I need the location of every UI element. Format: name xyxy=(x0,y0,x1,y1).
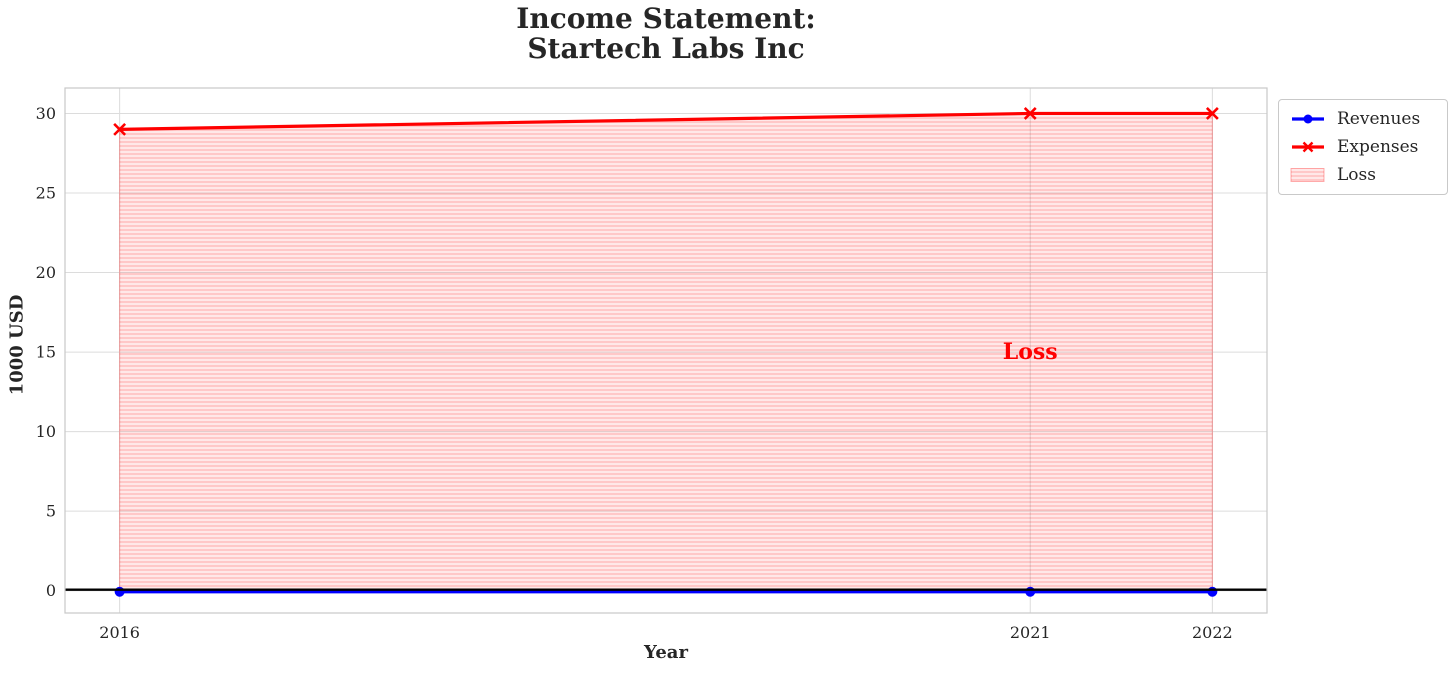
expenses-line-icon xyxy=(1292,141,1324,153)
svg-text:25: 25 xyxy=(36,184,56,203)
svg-text:Loss: Loss xyxy=(1003,339,1058,365)
legend-label-revenues: Revenues xyxy=(1337,109,1421,129)
legend-label-expenses: Expenses xyxy=(1337,137,1419,157)
legend-label-loss: Loss xyxy=(1337,165,1376,185)
svg-text:2021: 2021 xyxy=(1010,623,1051,642)
svg-text:30: 30 xyxy=(36,104,56,123)
svg-text:5: 5 xyxy=(46,502,56,521)
revenues-line-icon xyxy=(1292,114,1324,124)
legend-item-revenues: Revenues xyxy=(1289,108,1437,130)
legend-item-expenses: Expenses xyxy=(1289,136,1437,158)
svg-text:20: 20 xyxy=(36,263,56,282)
legend: Revenues Expenses Loss xyxy=(1278,99,1448,195)
svg-text:10: 10 xyxy=(36,422,56,441)
x-axis-label: Year xyxy=(644,642,688,663)
legend-item-loss: Loss xyxy=(1289,164,1437,186)
svg-text:15: 15 xyxy=(36,343,56,362)
svg-text:2016: 2016 xyxy=(99,623,140,642)
svg-text:0: 0 xyxy=(46,581,56,600)
chart-title: Income Statement: Startech Labs Inc xyxy=(516,2,816,65)
svg-text:2022: 2022 xyxy=(1192,623,1233,642)
loss-swatch-icon xyxy=(1290,168,1325,182)
